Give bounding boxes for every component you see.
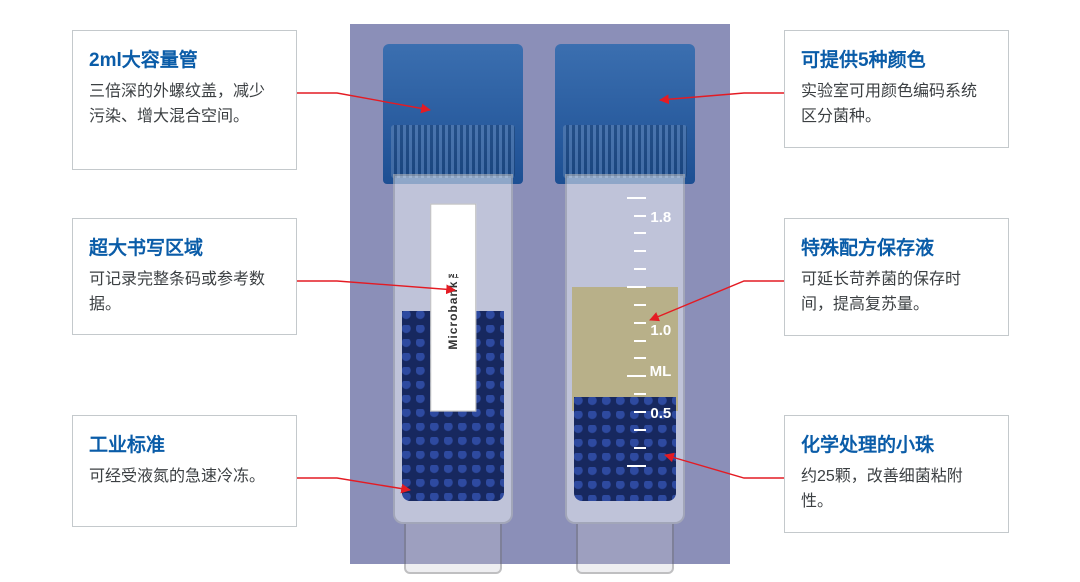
callout-title: 工业标准 — [89, 430, 280, 457]
tube-cap — [383, 44, 523, 184]
callout-title: 2ml大容量管 — [89, 45, 280, 72]
grad-label: ML — [650, 363, 672, 380]
callout-desc: 可记录完整条码或参考数据。 — [89, 268, 280, 318]
callout-industry-std: 工业标准可经受液氮的急速冷冻。 — [72, 415, 297, 527]
tube-cap — [555, 44, 695, 184]
grad-label: 0.5 — [650, 405, 671, 422]
callout-preservative: 特殊配方保存液可延长苛养菌的保存时间，提高复苏量。 — [784, 218, 1009, 336]
callout-beads: 化学处理的小珠约25颗，改善细菌粘附性。 — [784, 415, 1009, 533]
writing-label: Microbank™ — [430, 204, 476, 412]
callout-desc: 可经受液氮的急速冷冻。 — [89, 465, 280, 490]
callout-desc: 可延长苛养菌的保存时间，提高复苏量。 — [801, 268, 992, 318]
callout-title: 可提供5种颜色 — [801, 45, 992, 72]
grad-label: 1.8 — [650, 209, 671, 226]
tube-body: 1.8 1.0 ML 0.5 — [565, 174, 685, 524]
callout-desc: 约25颗，改善细菌粘附性。 — [801, 465, 992, 515]
callout-title: 化学处理的小珠 — [801, 430, 992, 457]
tube-foot — [404, 524, 503, 574]
callout-desc: 三倍深的外螺纹盖，减少污染、增大混合空间。 — [89, 80, 280, 130]
callout-writing-area: 超大书写区域可记录完整条码或参考数据。 — [72, 218, 297, 335]
tube-foot — [576, 524, 675, 574]
callout-desc: 实验室可用颜色编码系统区分菌种。 — [801, 80, 992, 130]
tube-body: Microbank™ — [393, 174, 513, 524]
graduation-scale: 1.8 1.0 ML 0.5 — [625, 197, 671, 495]
tube-left: Microbank™ — [388, 44, 518, 544]
tube-right: 1.8 1.0 ML 0.5 — [560, 44, 690, 544]
callout-title: 特殊配方保存液 — [801, 233, 992, 260]
callout-cap-capacity: 2ml大容量管三倍深的外螺纹盖，减少污染、增大混合空间。 — [72, 30, 297, 170]
callout-title: 超大书写区域 — [89, 233, 280, 260]
product-photo: Microbank™ 1.8 1.0 ML 0.5 — [350, 24, 730, 564]
callout-five-colors: 可提供5种颜色实验室可用颜色编码系统区分菌种。 — [784, 30, 1009, 148]
grad-label: 1.0 — [650, 322, 671, 339]
